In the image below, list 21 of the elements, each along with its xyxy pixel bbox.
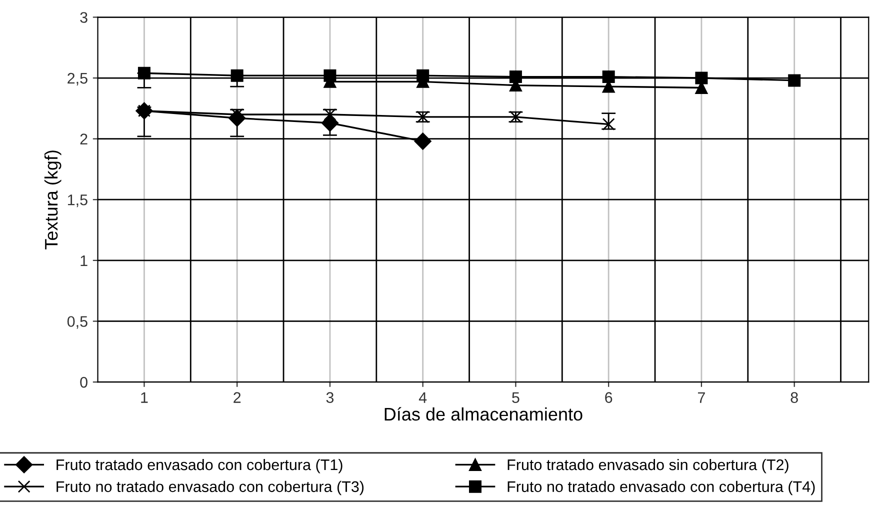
legend-label: Fruto no tratado envasado con cobertura (T3)	[56, 480, 364, 496]
y-tick-label: 1,5	[68, 194, 88, 208]
y-tick-label: 1	[80, 255, 88, 266]
legend-label: Fruto tratado envasado con cobertura (T1)	[56, 458, 342, 474]
y-tick-label: 2	[80, 134, 88, 144]
x-tick-label: 4	[418, 392, 427, 403]
y-tick-label: 0,5	[67, 316, 88, 329]
y-tick-label: 2,5	[68, 72, 88, 86]
x-axis-title: Días de almacenamiento	[384, 407, 582, 421]
x-tick-label: 8	[790, 392, 798, 403]
legend-label: Fruto tratado envasado sin cobertura (T2)	[508, 458, 788, 474]
x-tick-label: 3	[326, 392, 334, 403]
y-tick-label: 3	[80, 12, 88, 23]
x-tick-label: 6	[605, 392, 612, 403]
x-tick-label: 2	[234, 392, 241, 403]
y-axis-title: Textura (kgf)	[44, 150, 62, 250]
x-tick-label: 5	[512, 392, 520, 403]
legend-label: Fruto no tratado envasado con cobertura (T4)	[508, 480, 815, 496]
x-tick-label: 7	[698, 392, 705, 403]
x-tick-label: 1	[141, 392, 148, 403]
y-tick-label: 0	[80, 376, 88, 388]
